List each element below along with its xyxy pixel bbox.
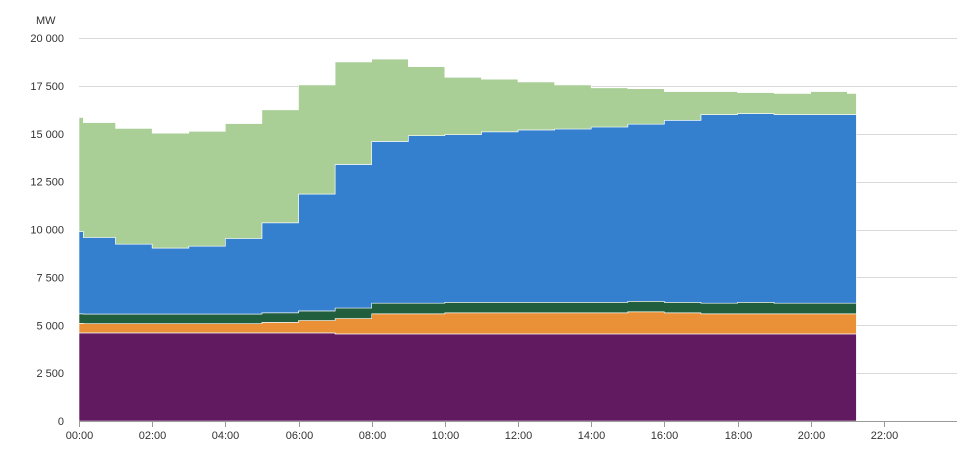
y-tick-label: 12 500 [30, 177, 64, 189]
x-tick-label: 22:00 [871, 430, 899, 442]
x-tick-label: 06:00 [286, 430, 314, 442]
x-tick-label: 20:00 [798, 430, 826, 442]
y-tick-label: 10 000 [30, 225, 64, 237]
y-tick-label: 17 500 [30, 81, 64, 93]
x-tick-label: 14:00 [578, 430, 606, 442]
y-tick-label: 5 000 [36, 320, 64, 332]
y-tick-label: 7 500 [36, 272, 64, 284]
x-tick-label: 00:00 [66, 430, 94, 442]
y-axis-unit-label: MW [36, 15, 56, 27]
plot-area [78, 58, 857, 422]
y-tick-label: 20 000 [30, 33, 64, 45]
x-tick-label: 16:00 [651, 430, 679, 442]
y-tick-label: 0 [58, 416, 64, 428]
x-tick-label: 18:00 [725, 430, 753, 442]
x-tick-label: 10:00 [432, 430, 460, 442]
y-tick-label: 2 500 [36, 368, 64, 380]
x-tick-label: 02:00 [139, 430, 167, 442]
x-tick-label: 08:00 [359, 430, 387, 442]
series-1-area [78, 332, 857, 422]
x-tick-label: 04:00 [212, 430, 240, 442]
x-tick-label: 12:00 [505, 430, 533, 442]
y-tick-label: 15 000 [30, 129, 64, 141]
series-5-area [78, 58, 857, 249]
axes: 0 2 500 5 000 7 500 10 000 12 500 15 000 17 500… [30, 33, 957, 442]
